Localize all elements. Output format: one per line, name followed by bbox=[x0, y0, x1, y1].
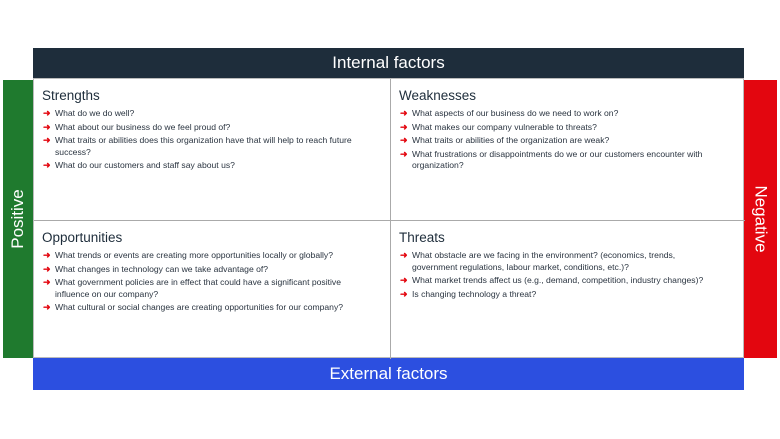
red-arrow-icon: ➜ bbox=[43, 108, 51, 118]
internal-factors-header: Internal factors bbox=[33, 48, 744, 78]
quadrant-title: Opportunities bbox=[42, 230, 123, 245]
question-list: ➜ What aspects of our business do we need… bbox=[399, 108, 737, 172]
swot-grid: Strengths ➜ What do we do well? ➜ What about… bbox=[33, 78, 745, 359]
list-item: ➜ What cultural or social changes are cre… bbox=[42, 302, 360, 314]
list-item: ➜ What changes in technology can we take … bbox=[42, 264, 360, 276]
quadrant-threats: Threats ➜ What obstacle are we facing in t… bbox=[390, 220, 745, 359]
quadrant-title: Weaknesses bbox=[399, 88, 477, 103]
list-item: ➜ What government policies are in effect … bbox=[42, 277, 360, 300]
question-text: What changes in technology can we take a… bbox=[55, 263, 269, 274]
red-arrow-icon: ➜ bbox=[400, 121, 408, 132]
list-item: ➜ What market trends affect us (e.g., dem… bbox=[399, 275, 717, 287]
list-item: ➜ What trends or events are creating more… bbox=[42, 250, 360, 262]
list-item: ➜ What about our business do we feel prou… bbox=[42, 122, 360, 134]
list-item: ➜ What traits or abilities does this orga… bbox=[42, 135, 360, 158]
red-arrow-icon: ➜ bbox=[400, 135, 408, 146]
quadrant-opportunities: Opportunities ➜ What trends or events are … bbox=[34, 220, 390, 359]
list-item: ➜ What do our customers and staff say abo… bbox=[42, 160, 360, 172]
negative-label: Negative bbox=[751, 185, 771, 253]
red-arrow-icon: ➜ bbox=[43, 277, 51, 288]
external-factors-label: External factors bbox=[329, 364, 448, 383]
list-item: ➜ What traits or abilities of the organiz… bbox=[399, 135, 717, 147]
positive-side-bar: Positive bbox=[3, 80, 33, 358]
red-arrow-icon: ➜ bbox=[43, 160, 51, 171]
positive-label: Positive bbox=[8, 189, 27, 249]
quadrant-strengths: Strengths ➜ What do we do well? ➜ What about… bbox=[34, 79, 390, 220]
quadrant-title: Strengths bbox=[42, 88, 100, 103]
question-list: ➜ What trends or events are creating more… bbox=[42, 250, 382, 314]
list-item: ➜ What do we do well? bbox=[42, 108, 360, 120]
question-text: What market trends affect us (e.g., dema… bbox=[412, 275, 704, 286]
red-arrow-icon: ➜ bbox=[400, 250, 408, 260]
list-item: ➜ Is changing technology a threat? bbox=[399, 289, 717, 301]
question-text: What trends or events are creating more … bbox=[55, 250, 334, 260]
list-item: ➜ What makes our company vulnerable to th… bbox=[399, 122, 717, 134]
quadrant-weaknesses: Weaknesses ➜ What aspects of our business … bbox=[390, 79, 745, 220]
negative-side-bar: Negative bbox=[744, 80, 777, 358]
red-arrow-icon: ➜ bbox=[43, 302, 51, 313]
red-arrow-icon: ➜ bbox=[400, 288, 408, 299]
question-text: What obstacle are we facing in the envir… bbox=[412, 250, 676, 272]
red-arrow-icon: ➜ bbox=[43, 121, 51, 132]
question-text: What cultural or social changes are crea… bbox=[55, 302, 344, 313]
question-text: What traits or abilities of the organiza… bbox=[412, 135, 610, 146]
question-text: What about our business do we feel proud… bbox=[55, 121, 231, 132]
question-text: What traits or abilities does this organ… bbox=[55, 135, 352, 157]
red-arrow-icon: ➜ bbox=[43, 135, 51, 146]
red-arrow-icon: ➜ bbox=[400, 148, 408, 159]
external-factors-footer: External factors bbox=[33, 358, 744, 390]
question-text: What frustrations or disappointments do … bbox=[412, 148, 703, 171]
red-arrow-icon: ➜ bbox=[43, 263, 51, 274]
quadrant-title: Threats bbox=[399, 230, 445, 245]
question-list: ➜ What obstacle are we facing in the envi… bbox=[399, 250, 737, 300]
red-arrow-icon: ➜ bbox=[400, 108, 408, 118]
question-list: ➜ What do we do well? ➜ What about our busi… bbox=[42, 108, 382, 172]
red-arrow-icon: ➜ bbox=[400, 275, 408, 286]
internal-factors-label: Internal factors bbox=[332, 53, 445, 72]
list-item: ➜ What aspects of our business do we need… bbox=[399, 108, 717, 120]
question-text: What do we do well? bbox=[55, 108, 135, 118]
question-text: What government policies are in effect t… bbox=[55, 277, 341, 299]
question-text: What do our customers and staff say abou… bbox=[55, 160, 235, 171]
question-text: What makes our company vulnerable to thr… bbox=[412, 121, 597, 132]
question-text: What aspects of our business do we need … bbox=[412, 108, 619, 118]
red-arrow-icon: ➜ bbox=[43, 250, 51, 260]
question-text: Is changing technology a threat? bbox=[412, 288, 537, 299]
list-item: ➜ What frustrations or disappointments do… bbox=[399, 149, 717, 172]
list-item: ➜ What obstacle are we facing in the envi… bbox=[399, 250, 717, 273]
